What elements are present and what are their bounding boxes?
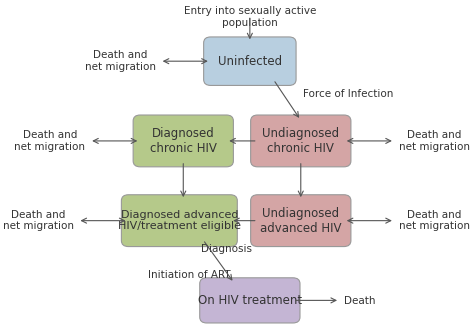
Text: Death and
net migration: Death and net migration — [14, 130, 85, 152]
FancyBboxPatch shape — [204, 37, 296, 85]
Text: Death and
net migration: Death and net migration — [85, 50, 156, 72]
FancyBboxPatch shape — [251, 195, 351, 247]
Text: Diagnosed
chronic HIV: Diagnosed chronic HIV — [150, 127, 217, 155]
Text: Entry into sexually active
population: Entry into sexually active population — [183, 6, 316, 28]
Text: Initiation of ART: Initiation of ART — [148, 270, 231, 280]
Text: Death and
net migration: Death and net migration — [399, 210, 470, 231]
Text: Diagnosed advanced
HIV/treatment eligible: Diagnosed advanced HIV/treatment eligibl… — [118, 210, 241, 231]
Text: Undiagnosed
advanced HIV: Undiagnosed advanced HIV — [260, 207, 342, 234]
Text: Force of Infection: Force of Infection — [303, 89, 393, 99]
Text: Death: Death — [344, 296, 375, 306]
Text: On HIV treatment: On HIV treatment — [198, 294, 302, 307]
Text: Death and
net migration: Death and net migration — [2, 210, 73, 231]
FancyBboxPatch shape — [121, 195, 237, 247]
Text: Undiagnosed
chronic HIV: Undiagnosed chronic HIV — [262, 127, 339, 155]
FancyBboxPatch shape — [133, 115, 233, 167]
FancyBboxPatch shape — [200, 278, 300, 323]
Text: Death and
net migration: Death and net migration — [399, 130, 470, 152]
Text: Diagnosis: Diagnosis — [201, 244, 252, 254]
Text: Uninfected: Uninfected — [218, 55, 282, 68]
FancyBboxPatch shape — [251, 115, 351, 167]
